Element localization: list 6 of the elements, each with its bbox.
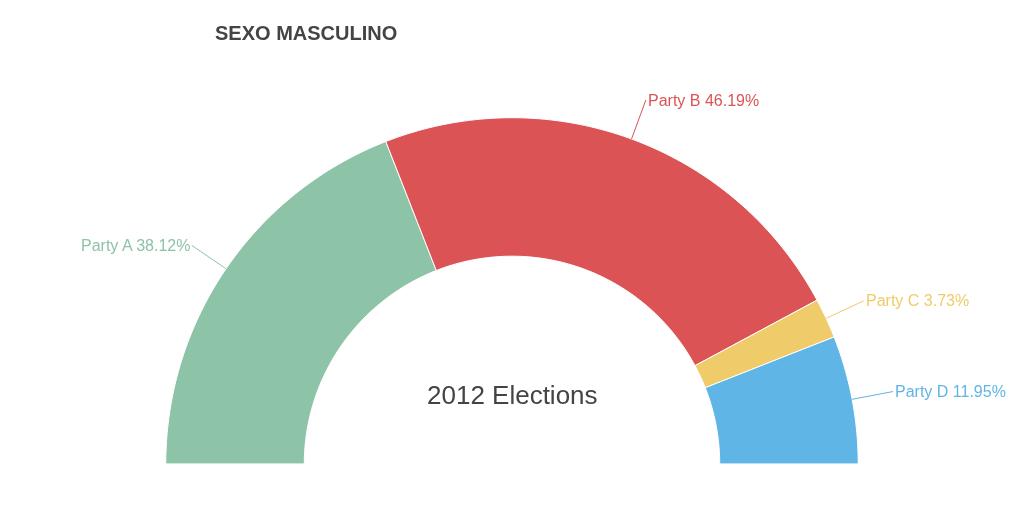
- slice-label: Party D 11.95%: [895, 383, 1006, 400]
- slice-label: Party B 46.19%: [648, 92, 760, 109]
- slice-label: Party A 38.12%: [81, 237, 191, 254]
- chart-title: SEXO MASCULINO: [215, 21, 398, 44]
- text: 2012 Elections: [427, 380, 598, 410]
- slice-label: Party C 3.73%: [866, 292, 970, 309]
